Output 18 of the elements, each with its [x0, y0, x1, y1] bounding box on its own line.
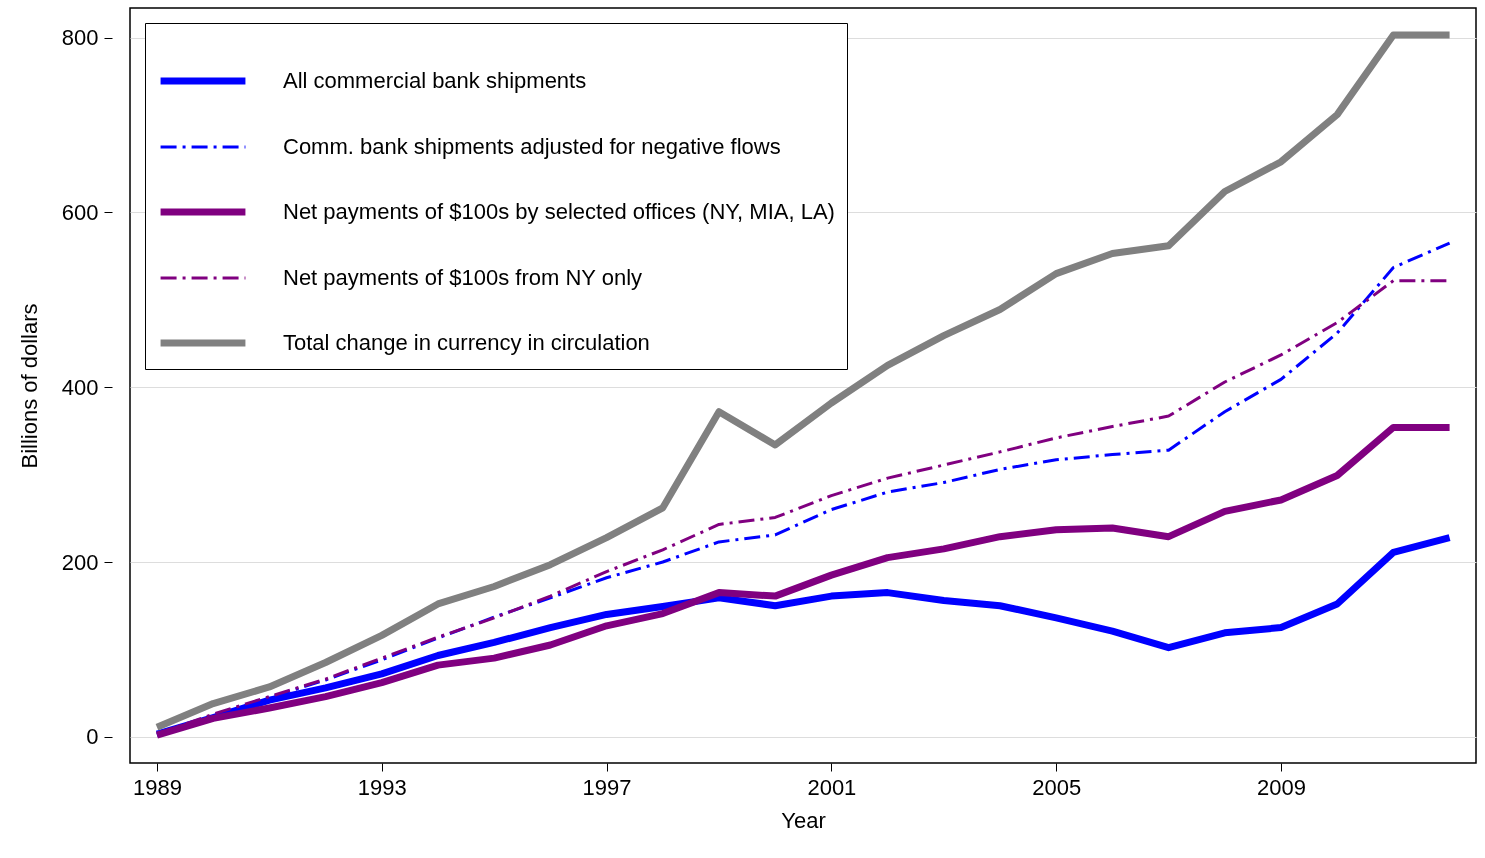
legend-label: All commercial bank shipments — [283, 68, 587, 93]
x-axis-title: Year — [781, 807, 826, 833]
x-tick-label: 2009 — [1257, 774, 1306, 800]
y-axis-title: Billions of dollars — [16, 303, 42, 469]
legend-label: Total change in currency in circulation — [283, 330, 650, 355]
x-tick-label: 2005 — [1032, 774, 1082, 800]
y-tick-label: 800 — [61, 25, 99, 51]
x-tick-label: 1989 — [133, 774, 182, 800]
y-tick-label: 0 — [86, 724, 99, 750]
x-tick-label: 2001 — [807, 774, 857, 800]
y-tick-label: 200 — [61, 549, 99, 575]
y-tick-label: 400 — [61, 374, 99, 400]
legend-label: Net payments of $100s from NY only — [283, 265, 643, 290]
y-tick-label: 600 — [61, 199, 99, 225]
x-tick-label: 1993 — [357, 774, 407, 800]
legend-label: Comm. bank shipments adjusted for negative flows — [283, 134, 781, 159]
legend-label: Net payments of $100s by selected offices (NY, MIA, LA) — [283, 199, 835, 224]
x-tick-label: 1997 — [582, 774, 632, 800]
